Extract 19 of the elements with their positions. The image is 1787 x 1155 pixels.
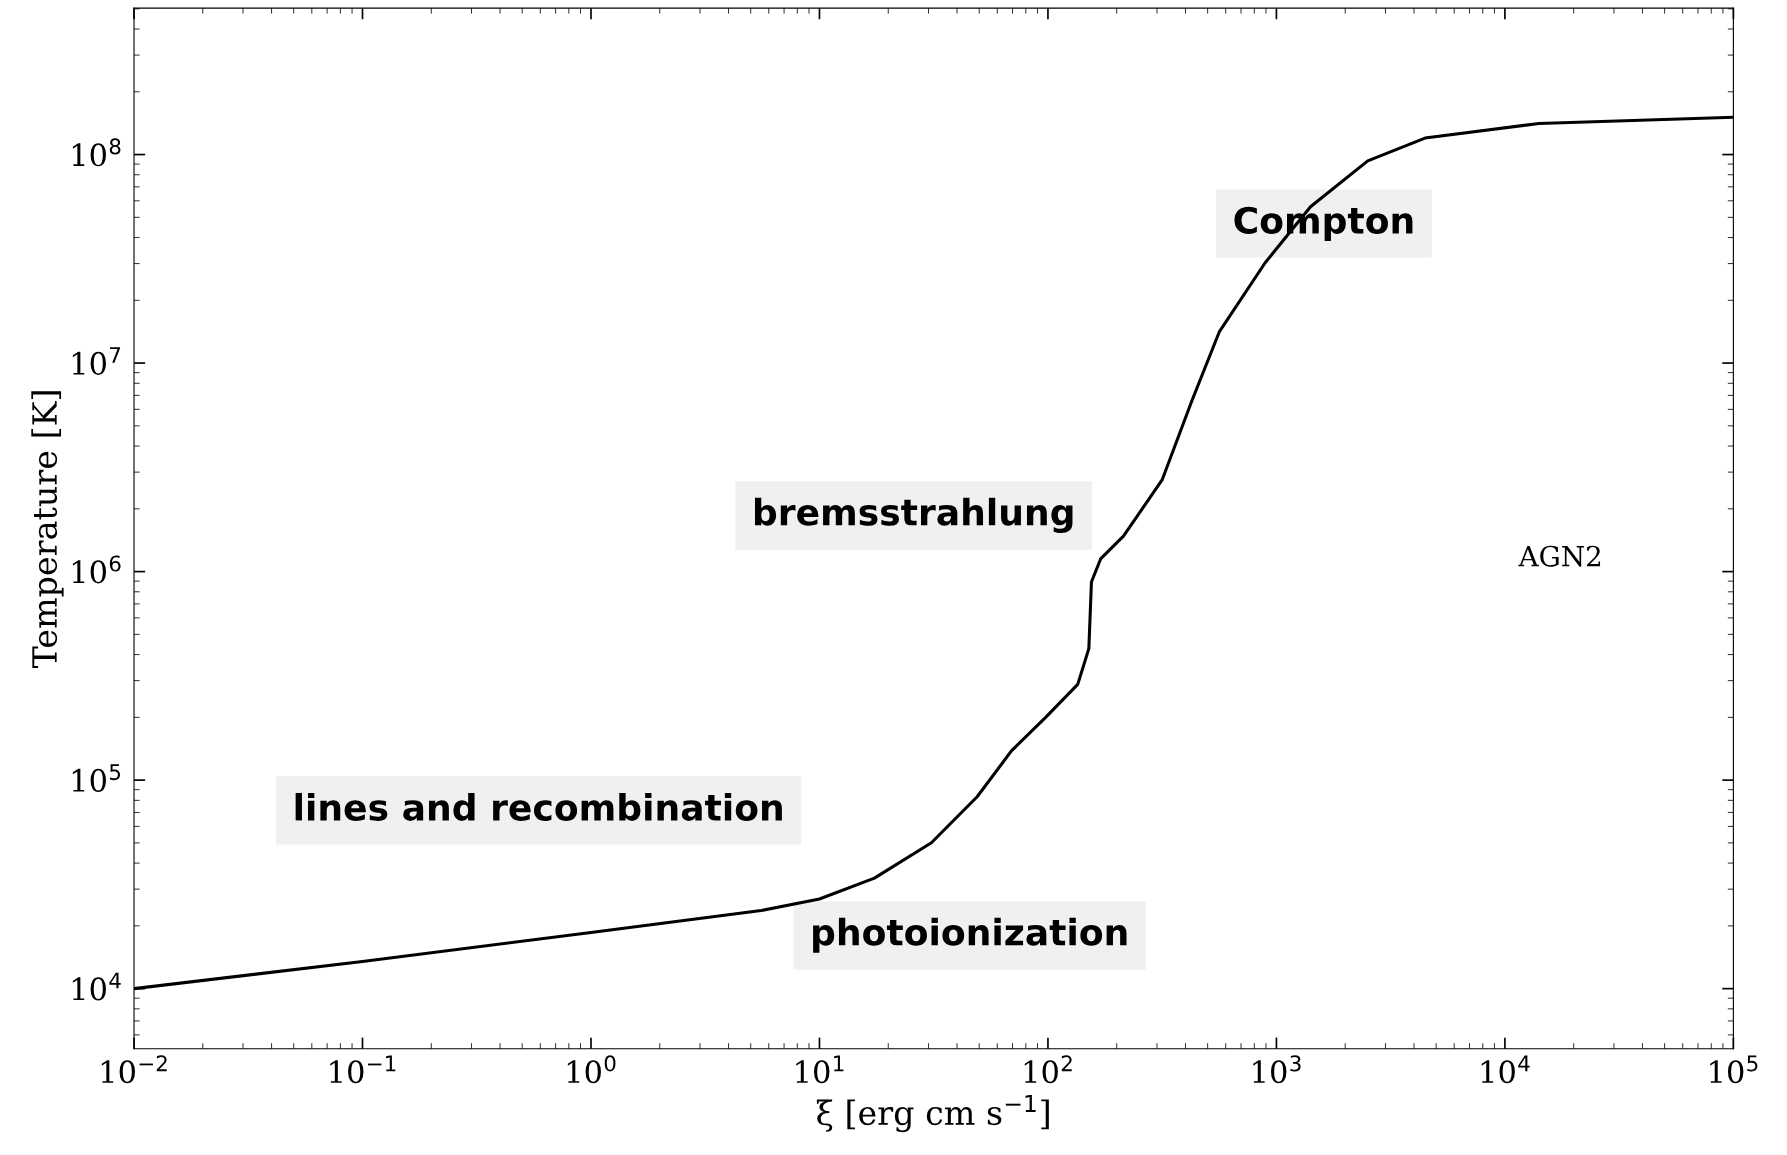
y-tick-label: 10$^{6}$ bbox=[72, 555, 121, 584]
x-tick-label: 10$^{2}$ bbox=[1024, 1055, 1072, 1084]
x-tick-label: 10$^{1}$ bbox=[796, 1055, 844, 1084]
annotation: lines and recombination bbox=[295, 792, 782, 821]
y-tick-label: 10$^{4}$ bbox=[72, 972, 121, 1001]
y-tick-label: 10$^{5}$ bbox=[72, 764, 121, 792]
y-tick-label: 10$^{8}$ bbox=[72, 138, 121, 167]
annotation: bremsstrahlung bbox=[754, 497, 1073, 534]
x-tick-label: 10$^{5}$ bbox=[1710, 1055, 1758, 1084]
x-tick-label: 10$^{0}$ bbox=[567, 1055, 616, 1084]
x-tick-label: 10$^{−2}$ bbox=[101, 1055, 167, 1084]
annotation: photoionization bbox=[813, 917, 1127, 953]
x-axis-title: ξ [erg cm s$^{−1}$] bbox=[816, 1094, 1049, 1133]
x-tick-label: 10$^{3}$ bbox=[1253, 1055, 1301, 1084]
annotation: AGN2 bbox=[1518, 545, 1601, 567]
x-tick-label: 10$^{4}$ bbox=[1481, 1055, 1530, 1084]
y-axis-title: Temperature [K] bbox=[31, 391, 64, 669]
y-tick-label: 10$^{7}$ bbox=[72, 347, 121, 375]
x-tick-label: 10$^{−1}$ bbox=[330, 1055, 396, 1084]
